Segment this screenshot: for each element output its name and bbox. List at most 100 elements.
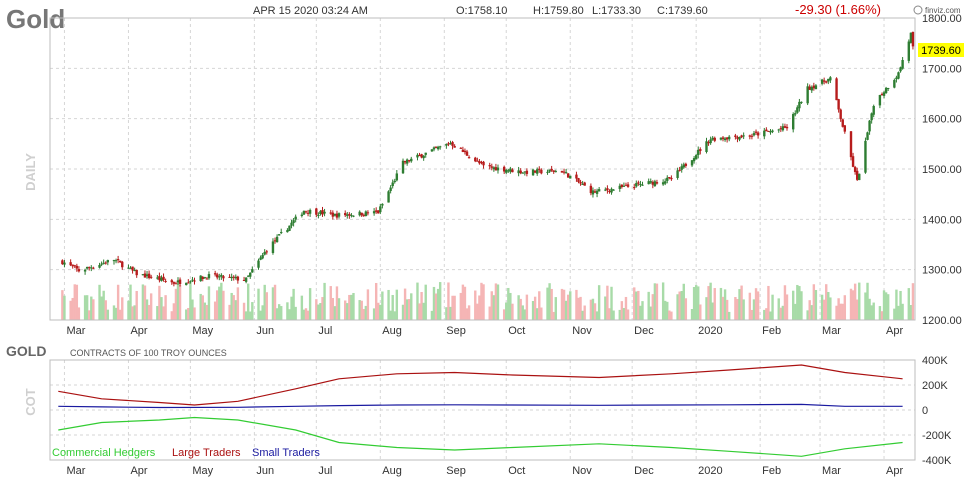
candle-body: [810, 87, 813, 91]
candle-body: [465, 151, 469, 156]
candle-body: [259, 257, 262, 260]
candle-body: [765, 129, 768, 132]
price-x-tick-label: Jul: [318, 325, 332, 337]
volume-bar: [709, 282, 712, 320]
volume-bar: [436, 288, 440, 320]
candle-body: [637, 182, 640, 184]
volume-bar: [858, 282, 861, 320]
candle-body: [785, 126, 789, 129]
candle-body: [872, 106, 875, 115]
candle-body: [389, 187, 392, 191]
volume-bar: [692, 286, 696, 320]
candle-body: [554, 171, 557, 173]
candle-body: [536, 169, 539, 174]
candle-body: [668, 177, 671, 179]
volume-bar: [684, 298, 688, 320]
volume-bar: [680, 290, 683, 320]
candle-body: [438, 146, 442, 148]
volume-bar: [408, 299, 411, 320]
candle-body: [344, 213, 347, 216]
finviz-logo[interactable]: finviz.com: [913, 5, 961, 15]
candle-body: [779, 128, 783, 130]
volume-bar: [387, 289, 390, 320]
candle-body: [781, 126, 785, 131]
volume-bar: [798, 286, 801, 320]
volume-bar: [552, 311, 555, 320]
volume-bar: [246, 283, 250, 320]
candle-body: [447, 143, 450, 145]
candle-body: [249, 272, 252, 277]
volume-bar: [777, 298, 780, 320]
candle-body: [300, 214, 304, 216]
volume-bar: [106, 309, 110, 320]
candle-body: [189, 281, 192, 283]
candle-body: [521, 172, 524, 174]
volume-bar: [98, 284, 101, 320]
candle-body: [858, 173, 861, 181]
price-candles: [61, 31, 915, 287]
candle-body: [550, 168, 553, 171]
volume-bar: [201, 295, 204, 320]
candle-body: [364, 211, 368, 217]
volume-bar: [292, 288, 295, 320]
volume-bar: [205, 304, 209, 320]
volume-bar: [626, 309, 630, 320]
candle-body: [234, 276, 237, 279]
volume-bar: [259, 310, 262, 320]
price-x-tick-label: 2020: [698, 325, 722, 337]
candle-body: [335, 213, 339, 218]
candle-body: [145, 274, 149, 277]
volume-bar: [344, 300, 347, 320]
volume-bar: [176, 283, 180, 320]
volume-bar: [800, 291, 803, 320]
volume-bar: [748, 292, 752, 320]
volume-bar: [589, 299, 593, 320]
volume-bar: [899, 290, 902, 320]
volume-bar: [451, 295, 454, 320]
volume-bar: [721, 296, 725, 320]
volume-bar: [494, 283, 498, 320]
candle-body: [294, 216, 297, 220]
cot-x-tick-label: Mar: [822, 465, 841, 477]
volume-bar: [678, 291, 681, 320]
volume-bar: [822, 299, 826, 320]
candle-body: [422, 155, 425, 159]
volume-bar: [868, 298, 871, 320]
volume-bar: [135, 290, 138, 320]
price-x-tick-label: Oct: [508, 325, 525, 337]
candle-body: [290, 222, 293, 226]
volume-bar: [73, 284, 76, 320]
candle-body: [395, 173, 399, 181]
volume-bar: [92, 299, 95, 320]
volume-bar: [736, 298, 739, 320]
volume-bar: [835, 305, 838, 320]
volume-bar: [348, 294, 351, 320]
candle-body: [769, 131, 772, 133]
candle-body: [451, 142, 454, 146]
candle-body: [507, 170, 510, 172]
volume-bar: [893, 308, 896, 320]
candle-body: [853, 167, 857, 173]
volume-bar: [637, 290, 640, 320]
price-x-tick-label: Mar: [66, 325, 85, 337]
volume-bar: [882, 290, 886, 320]
volume-bar: [864, 292, 867, 320]
volume-bar: [447, 282, 450, 320]
candle-body: [337, 213, 341, 217]
volume-bar: [465, 308, 469, 320]
cot-x-axis: Mar Apr May Jun Jul Aug Sep Oct Nov Dec 2020 Feb Mar…: [66, 465, 903, 477]
volume-bar: [275, 308, 279, 320]
candle-body: [767, 130, 770, 132]
cot-y-tick-label: -200K: [922, 430, 952, 442]
volume-bar: [104, 300, 107, 320]
volume-bar: [750, 309, 754, 320]
volume-bar: [249, 311, 252, 320]
volume-bar: [133, 305, 136, 320]
candle-body: [911, 31, 915, 47]
candle-body: [517, 170, 520, 174]
volume-bar: [851, 290, 855, 320]
volume-bar: [771, 294, 774, 320]
candle-body: [329, 212, 332, 214]
volume-bar: [765, 308, 768, 320]
volume-bar: [127, 300, 130, 320]
